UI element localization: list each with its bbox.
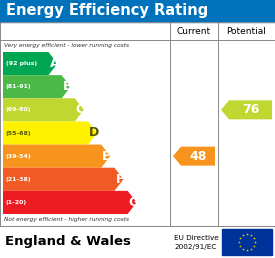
Text: Not energy efficient - higher running costs: Not energy efficient - higher running co… <box>4 217 129 222</box>
Text: Potential: Potential <box>227 27 266 36</box>
Text: England & Wales: England & Wales <box>5 236 131 248</box>
Text: C: C <box>76 103 85 116</box>
Text: Energy Efficiency Rating: Energy Efficiency Rating <box>6 4 208 19</box>
Polygon shape <box>3 75 71 98</box>
Text: 76: 76 <box>242 103 259 116</box>
Text: Current: Current <box>177 27 211 36</box>
Text: Very energy efficient - lower running costs: Very energy efficient - lower running co… <box>4 44 129 49</box>
Text: F: F <box>116 173 124 186</box>
Bar <box>0 0 275 22</box>
Polygon shape <box>221 100 272 119</box>
Text: (1-20): (1-20) <box>6 200 27 205</box>
Polygon shape <box>3 168 123 191</box>
Text: EU Directive
2002/91/EC: EU Directive 2002/91/EC <box>174 235 219 249</box>
Text: D: D <box>89 126 99 140</box>
Polygon shape <box>3 191 137 214</box>
Text: (81-91): (81-91) <box>6 84 32 89</box>
Text: B: B <box>63 80 72 93</box>
Text: (69-80): (69-80) <box>6 107 32 112</box>
Text: A: A <box>50 57 59 70</box>
Bar <box>222 229 272 255</box>
Text: G: G <box>129 196 139 209</box>
Text: 48: 48 <box>189 150 207 163</box>
Polygon shape <box>173 147 215 166</box>
Bar <box>0 22 275 226</box>
Text: (92 plus): (92 plus) <box>6 61 37 66</box>
Text: E: E <box>102 150 111 163</box>
Polygon shape <box>3 144 110 168</box>
Text: (21-38): (21-38) <box>6 177 32 182</box>
Text: (55-68): (55-68) <box>6 131 32 135</box>
Polygon shape <box>3 122 97 144</box>
Text: (39-54): (39-54) <box>6 154 32 159</box>
Polygon shape <box>3 98 84 122</box>
Polygon shape <box>3 52 57 75</box>
